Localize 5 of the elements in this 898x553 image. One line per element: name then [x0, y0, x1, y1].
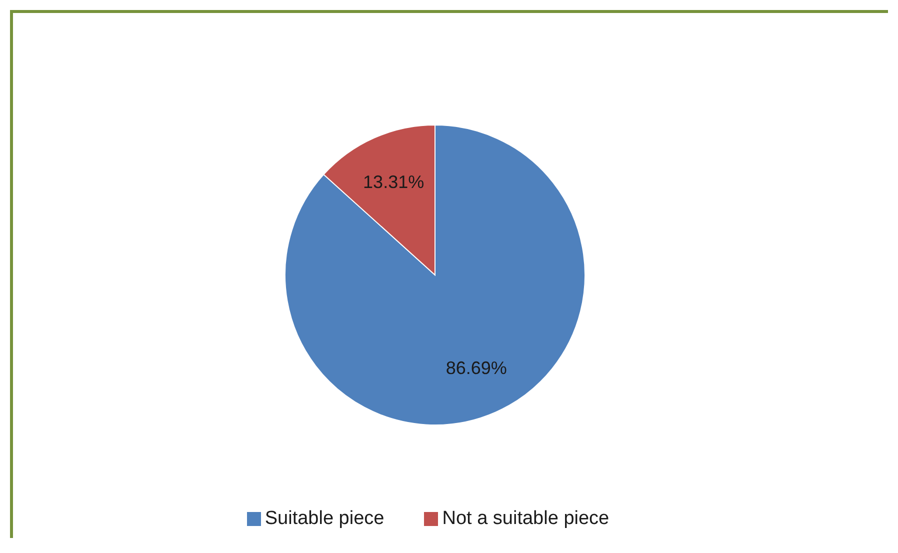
legend-label: Not a suitable piece: [442, 508, 610, 529]
pie-slice: [284, 124, 586, 426]
data-label: 13.31%: [363, 172, 424, 192]
data-label: 86.69%: [446, 358, 507, 378]
legend-label: Suitable piece: [264, 508, 384, 529]
